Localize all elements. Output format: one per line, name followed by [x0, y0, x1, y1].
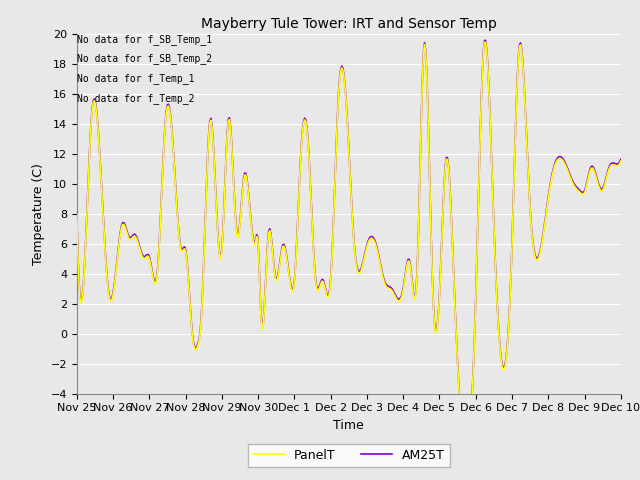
Line: PanelT: PanelT	[77, 42, 621, 454]
PanelT	[521, 98, 529, 104]
AM25T	[367, 234, 375, 240]
Text: No data for f_SB_Temp_1: No data for f_SB_Temp_1	[77, 34, 212, 45]
AM25T	[606, 162, 614, 168]
PanelT	[462, 451, 470, 456]
PanelT	[367, 236, 375, 241]
PanelT	[397, 297, 404, 302]
X-axis label: Time: Time	[333, 419, 364, 432]
PanelT	[73, 211, 81, 216]
AM25T	[462, 449, 470, 455]
AM25T	[617, 156, 625, 162]
AM25T	[397, 295, 404, 300]
AM25T	[73, 209, 81, 215]
Text: No data for f_SB_Temp_2: No data for f_SB_Temp_2	[77, 53, 212, 64]
AM25T	[332, 171, 339, 177]
PanelT	[617, 158, 625, 164]
Line: AM25T: AM25T	[77, 40, 621, 452]
Text: No data for f_Temp_1: No data for f_Temp_1	[77, 73, 195, 84]
Legend: PanelT, AM25T: PanelT, AM25T	[248, 444, 450, 467]
AM25T	[521, 97, 529, 103]
PanelT	[606, 164, 614, 170]
Title: Mayberry Tule Tower: IRT and Sensor Temp: Mayberry Tule Tower: IRT and Sensor Temp	[201, 17, 497, 31]
PanelT	[335, 94, 342, 100]
Y-axis label: Temperature (C): Temperature (C)	[32, 163, 45, 264]
Text: No data for f_Temp_2: No data for f_Temp_2	[77, 93, 195, 104]
AM25T	[481, 37, 488, 43]
AM25T	[335, 93, 342, 98]
PanelT	[332, 173, 339, 179]
PanelT	[481, 39, 488, 45]
